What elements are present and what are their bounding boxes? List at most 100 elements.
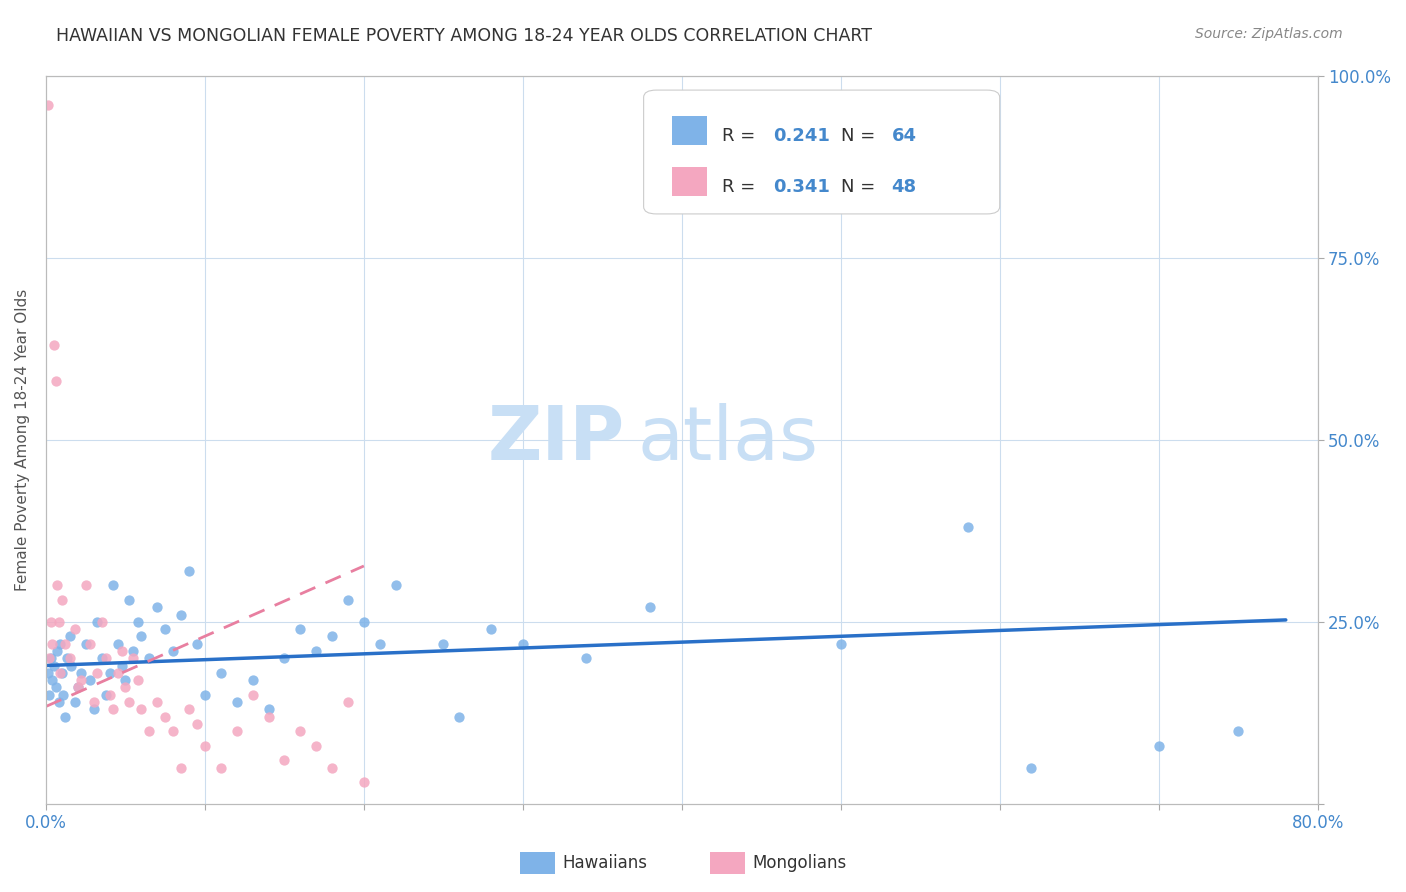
Point	[575, 651, 598, 665]
Point	[59, 651, 82, 665]
Point	[1227, 724, 1250, 739]
Point	[194, 688, 217, 702]
Point	[49, 665, 72, 680]
Point	[63, 695, 86, 709]
Text: R =: R =	[723, 127, 762, 145]
Point	[51, 665, 73, 680]
Point	[101, 702, 124, 716]
Point	[336, 593, 359, 607]
Point	[41, 637, 63, 651]
Point	[479, 622, 502, 636]
Point	[75, 578, 97, 592]
Point	[138, 724, 160, 739]
Point	[49, 637, 72, 651]
Point	[209, 760, 232, 774]
Point	[257, 709, 280, 723]
Text: N =: N =	[841, 127, 880, 145]
Point	[38, 688, 60, 702]
Point	[114, 681, 136, 695]
Point	[146, 600, 169, 615]
Text: 0.241: 0.241	[773, 127, 830, 145]
Point	[153, 709, 176, 723]
Bar	[672, 167, 707, 195]
Point	[122, 644, 145, 658]
Point	[153, 622, 176, 636]
Point	[512, 637, 534, 651]
Point	[209, 665, 232, 680]
Point	[63, 622, 86, 636]
Point	[353, 775, 375, 789]
Point	[305, 739, 328, 753]
Point	[59, 629, 82, 643]
Point	[86, 665, 108, 680]
Point	[46, 578, 69, 592]
Point	[86, 615, 108, 629]
Point	[66, 681, 89, 695]
Point	[38, 651, 60, 665]
Point	[225, 695, 247, 709]
Point	[39, 651, 62, 665]
Text: 48: 48	[891, 178, 917, 195]
Point	[432, 637, 454, 651]
Point	[368, 637, 391, 651]
Point	[42, 658, 65, 673]
Point	[60, 658, 83, 673]
Point	[1147, 739, 1170, 753]
Point	[117, 593, 139, 607]
Text: Mongolians: Mongolians	[752, 855, 846, 872]
Point	[44, 681, 66, 695]
Point	[83, 695, 105, 709]
Text: Source: ZipAtlas.com: Source: ZipAtlas.com	[1195, 27, 1343, 41]
Point	[830, 637, 852, 651]
Point	[225, 724, 247, 739]
Point	[48, 695, 70, 709]
Point	[79, 637, 101, 651]
Point	[39, 615, 62, 629]
Point	[162, 724, 184, 739]
Point	[75, 637, 97, 651]
Point	[194, 739, 217, 753]
Point	[114, 673, 136, 687]
Point	[131, 629, 153, 643]
Point	[37, 665, 59, 680]
Point	[242, 673, 264, 687]
Point	[170, 760, 193, 774]
Point	[273, 651, 295, 665]
Text: N =: N =	[841, 178, 880, 195]
Point	[449, 709, 471, 723]
Point	[177, 564, 200, 578]
Point	[90, 615, 112, 629]
Point	[177, 702, 200, 716]
Point	[98, 665, 121, 680]
Y-axis label: Female Poverty Among 18-24 Year Olds: Female Poverty Among 18-24 Year Olds	[15, 289, 30, 591]
Point	[305, 644, 328, 658]
Point	[1021, 760, 1043, 774]
Point	[51, 593, 73, 607]
Point	[70, 665, 93, 680]
Point	[44, 375, 66, 389]
Point	[96, 651, 118, 665]
Point	[107, 665, 129, 680]
Point	[98, 688, 121, 702]
Point	[42, 338, 65, 352]
Point	[55, 651, 77, 665]
Point	[242, 688, 264, 702]
Point	[956, 520, 979, 534]
Point	[290, 622, 312, 636]
Text: Hawaiians: Hawaiians	[562, 855, 647, 872]
Point	[186, 716, 208, 731]
Point	[111, 644, 134, 658]
Text: HAWAIIAN VS MONGOLIAN FEMALE POVERTY AMONG 18-24 YEAR OLDS CORRELATION CHART: HAWAIIAN VS MONGOLIAN FEMALE POVERTY AMO…	[56, 27, 872, 45]
Point	[257, 702, 280, 716]
Text: 64: 64	[891, 127, 917, 145]
Point	[66, 681, 89, 695]
Point	[321, 760, 343, 774]
Point	[336, 695, 359, 709]
Point	[638, 600, 661, 615]
Text: ZIP: ZIP	[488, 403, 624, 476]
FancyBboxPatch shape	[644, 90, 1000, 214]
Point	[127, 673, 149, 687]
Point	[321, 629, 343, 643]
Point	[53, 709, 76, 723]
Text: atlas: atlas	[637, 403, 818, 476]
